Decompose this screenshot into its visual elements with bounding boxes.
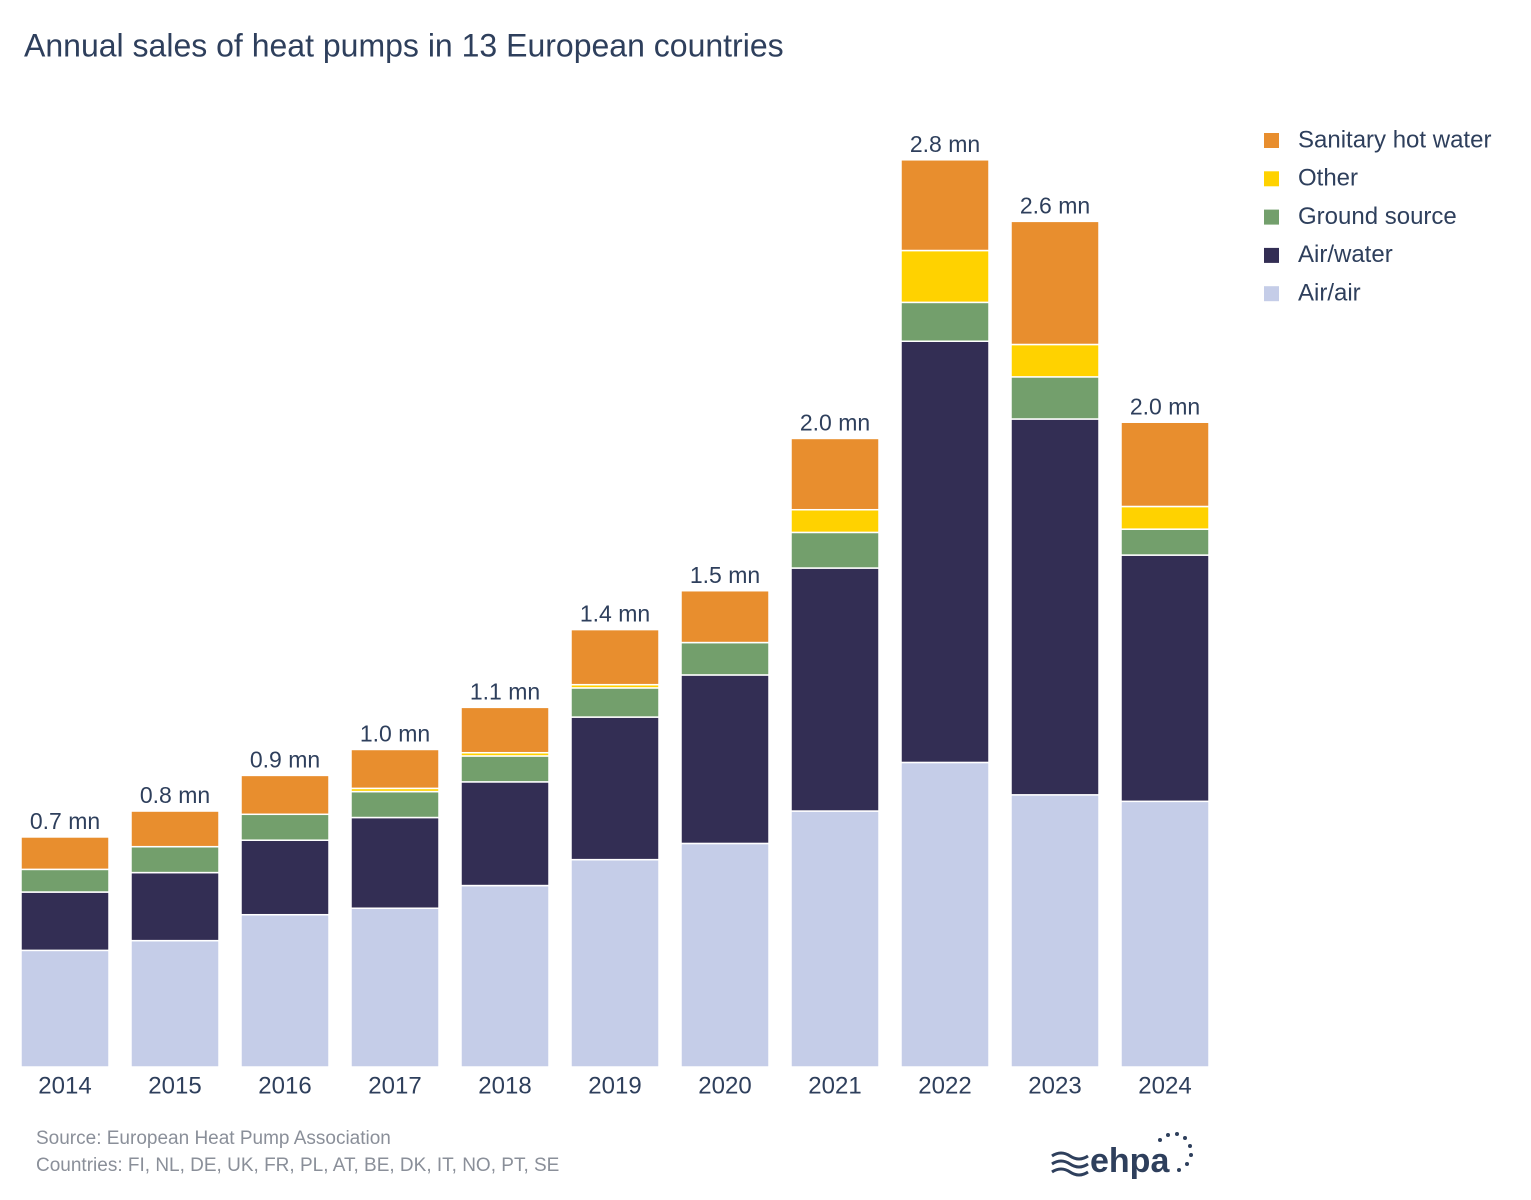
bar-segment: [20, 868, 110, 893]
total-label: 1.4 mn: [580, 601, 650, 627]
bar-segment: [130, 939, 220, 1068]
bar-segment: [1120, 800, 1210, 1068]
bar-segment: [1010, 343, 1100, 378]
countries-note: Countries: FI, NL, DE, UK, FR, PL, AT, B…: [36, 1155, 559, 1176]
legend-label: Ground source: [1298, 203, 1457, 230]
total-label: 0.7 mn: [30, 808, 100, 834]
x-tick-label: 2015: [148, 1072, 201, 1099]
legend-label: Air/water: [1298, 241, 1393, 268]
x-tick-label: 2018: [478, 1072, 531, 1099]
bar-segment: [900, 340, 990, 764]
total-label: 2.6 mn: [1020, 192, 1090, 218]
bar-segment: [790, 437, 880, 511]
bar-segment: [570, 858, 660, 1068]
bar-segment: [240, 813, 330, 841]
bar-segment: [130, 871, 220, 942]
bar-segment: [900, 301, 990, 342]
bar-segment: [680, 589, 770, 644]
bar-segment: [900, 761, 990, 1068]
bar-segment: [680, 842, 770, 1068]
bar-segment: [680, 674, 770, 845]
bar-segment: [790, 531, 880, 569]
legend-swatch: [1264, 171, 1279, 187]
bar-segment: [680, 641, 770, 676]
bar-segment: [240, 839, 330, 916]
x-tick-label: 2022: [918, 1072, 971, 1099]
bar-segment: [460, 755, 550, 783]
x-tick-label: 2023: [1028, 1072, 1081, 1099]
bar-segment: [1010, 376, 1100, 420]
bar-segment: [20, 891, 110, 952]
bar-segment: [460, 884, 550, 1068]
logo-text: ehpa: [1090, 1142, 1170, 1180]
total-label: 2.8 mn: [910, 131, 980, 157]
x-tick-label: 2021: [808, 1072, 861, 1099]
bar-segment: [350, 907, 440, 1068]
x-tick-label: 2017: [368, 1072, 421, 1099]
total-label: 1.1 mn: [470, 678, 540, 704]
bar-segment: [570, 716, 660, 861]
bar-segment: [1120, 505, 1210, 530]
legend-label: Other: [1298, 165, 1358, 192]
x-tick-label: 2024: [1138, 1072, 1191, 1099]
total-label: 1.5 mn: [690, 562, 760, 588]
legend-swatch: [1264, 209, 1279, 225]
bar-segment: [1010, 220, 1100, 346]
x-tick-label: 2014: [38, 1072, 91, 1099]
bar-segment: [460, 781, 550, 887]
total-label: 2.0 mn: [800, 410, 870, 436]
bar-segment: [1120, 554, 1210, 803]
logo-stars: [1158, 1132, 1193, 1172]
total-label: 2.0 mn: [1130, 393, 1200, 419]
bar-segment: [1120, 421, 1210, 508]
bar-segment: [240, 774, 330, 816]
legend-label: Sanitary hot water: [1298, 126, 1491, 153]
bar-segment: [1010, 794, 1100, 1068]
legend-label: Air/air: [1298, 280, 1361, 307]
x-tick-label: 2019: [588, 1072, 641, 1099]
bar-segment: [130, 845, 220, 874]
bar-segment: [130, 810, 220, 848]
total-label: 1.0 mn: [360, 721, 430, 747]
bar-segment: [790, 810, 880, 1068]
legend-swatch: [1264, 286, 1279, 302]
x-tick-label: 2020: [698, 1072, 751, 1099]
bar-segment: [350, 816, 440, 909]
chart-title: Annual sales of heat pumps in 13 Europea…: [24, 27, 784, 63]
bar-segment: [350, 748, 440, 790]
logo-waves: [1051, 1151, 1089, 1177]
bar-segment: [20, 836, 110, 871]
bar-segment: [240, 913, 330, 1068]
legend-swatch: [1264, 247, 1279, 263]
bar-segment: [900, 159, 990, 252]
bar-segment: [900, 249, 990, 304]
bar-segment: [570, 628, 660, 686]
bar-segment: [1120, 528, 1210, 556]
bar-segment: [790, 567, 880, 812]
total-label: 0.9 mn: [250, 746, 320, 772]
bar-segment: [20, 949, 110, 1068]
x-tick-label: 2016: [258, 1072, 311, 1099]
bar-segment: [790, 508, 880, 534]
bar-segment: [570, 687, 660, 718]
bar-segment: [460, 706, 550, 754]
bar-segment: [1010, 418, 1100, 796]
legend-swatch: [1264, 133, 1279, 148]
total-label: 0.8 mn: [140, 782, 210, 808]
source-note: Source: European Heat Pump Association: [36, 1128, 391, 1149]
logo: ehpa: [1051, 1132, 1193, 1180]
bar-segment: [350, 790, 440, 819]
